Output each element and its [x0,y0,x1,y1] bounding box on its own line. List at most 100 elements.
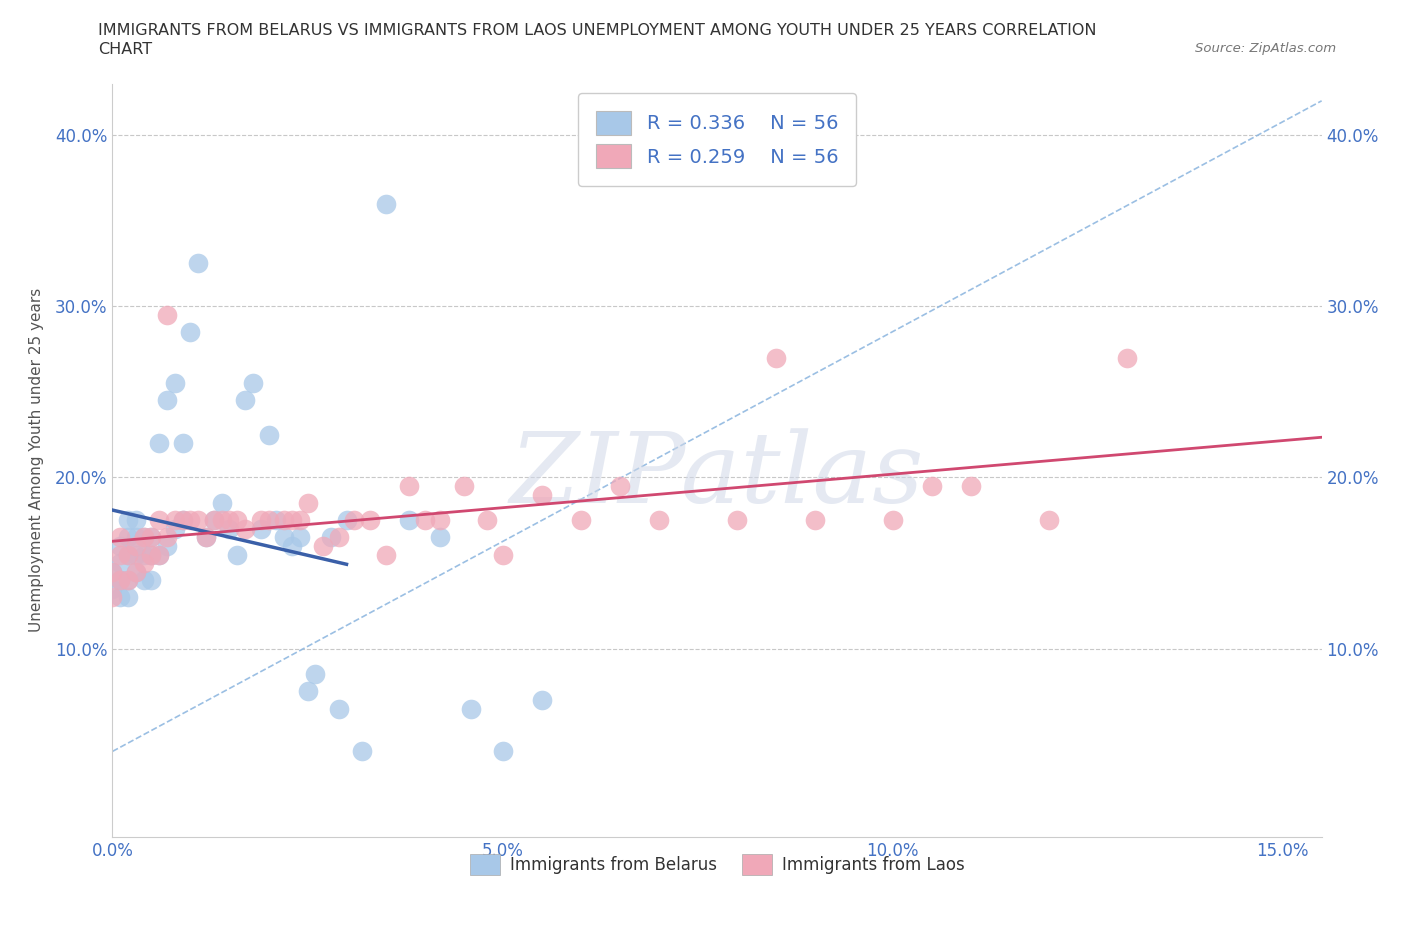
Point [491,547,513,562]
Point [335,512,357,527]
Point [288,530,311,545]
Point [398,479,420,494]
Text: ZIPatlas: ZIPatlas [510,428,924,523]
Point [148,547,170,562]
Point [288,512,311,527]
Point [110,530,132,545]
Point [125,565,148,579]
Point [117,530,139,545]
Point [125,565,148,579]
Point [148,436,170,451]
Point [257,427,280,442]
Point [297,496,319,511]
Point [352,744,374,759]
Point [257,512,280,527]
Point [281,538,304,553]
Point [117,547,139,562]
Point [141,547,163,562]
Point [132,530,155,545]
Point [110,547,132,562]
Point [101,565,124,579]
Point [475,512,498,527]
Text: CHART: CHART [98,42,152,57]
Point [187,512,209,527]
Point [132,555,155,570]
Y-axis label: Unemployment Among Youth under 25 years: Unemployment Among Youth under 25 years [30,288,44,632]
Point [132,573,155,588]
Text: Source: ZipAtlas.com: Source: ZipAtlas.com [1195,42,1336,55]
Point [211,512,233,527]
Point [569,512,592,527]
Point [110,573,132,588]
Point [163,376,186,391]
Point [172,512,194,527]
Point [413,512,436,527]
Point [530,693,553,708]
Point [398,512,420,527]
Point [343,512,366,527]
Point [882,512,904,527]
Point [141,530,163,545]
Point [195,530,218,545]
Point [328,701,350,716]
Point [101,590,124,604]
Point [125,512,148,527]
Point [141,573,163,588]
Point [195,530,218,545]
Point [725,512,748,527]
Point [266,512,288,527]
Point [281,512,304,527]
Point [803,512,825,527]
Point [117,590,139,604]
Point [101,581,124,596]
Point [304,667,326,682]
Point [148,512,170,527]
Point [156,538,179,553]
Text: IMMIGRANTS FROM BELARUS VS IMMIGRANTS FROM LAOS UNEMPLOYMENT AMONG YOUTH UNDER 2: IMMIGRANTS FROM BELARUS VS IMMIGRANTS FR… [98,23,1097,38]
Point [163,512,186,527]
Point [226,512,249,527]
Legend: Immigrants from Belarus, Immigrants from Laos: Immigrants from Belarus, Immigrants from… [463,848,972,882]
Point [141,530,163,545]
Point [218,512,240,527]
Point [328,530,350,545]
Point [429,530,451,545]
Point [233,522,256,537]
Point [211,496,233,511]
Point [132,530,155,545]
Point [117,512,139,527]
Point [374,547,396,562]
Point [132,547,155,562]
Point [429,512,451,527]
Point [374,196,396,211]
Point [125,530,148,545]
Point [273,530,295,545]
Point [110,590,132,604]
Point [319,530,342,545]
Point [647,512,669,527]
Point [110,538,132,553]
Point [249,512,271,527]
Point [453,479,475,494]
Point [101,565,124,579]
Point [187,256,209,271]
Point [530,487,553,502]
Point [148,547,170,562]
Point [110,555,132,570]
Point [172,436,194,451]
Point [110,573,132,588]
Point [233,393,256,408]
Point [609,479,631,494]
Point [117,547,139,562]
Point [312,538,335,553]
Point [297,684,319,699]
Point [163,522,186,537]
Point [226,547,249,562]
Point [156,530,179,545]
Point [1038,512,1060,527]
Point [156,308,179,323]
Point [218,522,240,537]
Point [202,512,225,527]
Point [765,351,787,365]
Point [921,479,943,494]
